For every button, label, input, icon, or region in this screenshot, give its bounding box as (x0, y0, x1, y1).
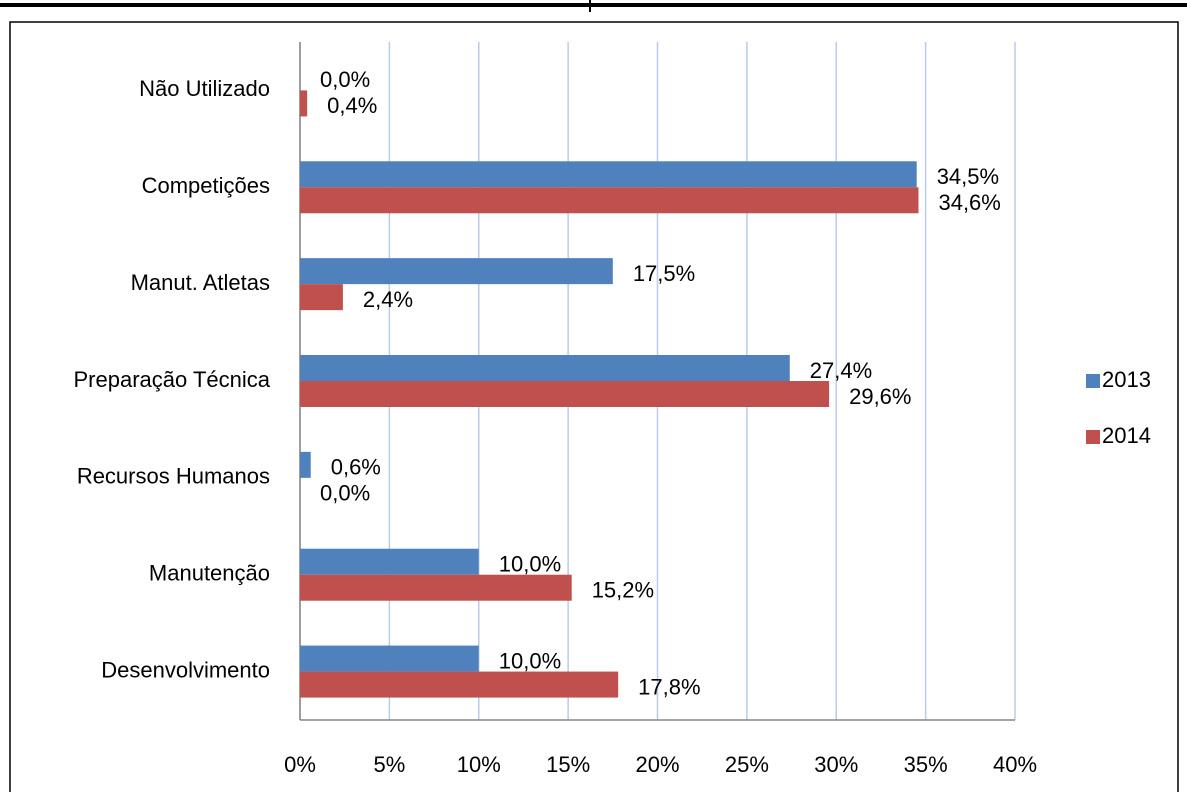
data-label: 15,2% (592, 578, 654, 603)
legend-label: 2013 (1102, 367, 1151, 392)
data-label: 17,8% (638, 674, 700, 699)
data-label: 0,6% (331, 455, 381, 480)
data-label: 0,0% (320, 67, 370, 92)
bar (300, 548, 479, 575)
legend-swatch (1086, 430, 1100, 444)
x-tick-label: 30% (814, 752, 858, 777)
y-tick-label: Manutenção (149, 561, 270, 586)
x-tick-label: 10% (457, 752, 501, 777)
data-label: 0,4% (327, 93, 377, 118)
data-label: 2,4% (363, 287, 413, 312)
y-tick-label: Preparação Técnica (74, 367, 271, 392)
data-label: 17,5% (633, 261, 695, 286)
x-tick-label: 15% (546, 752, 590, 777)
y-tick-label: Manut. Atletas (131, 270, 270, 295)
chart-frame (9, 21, 1179, 797)
x-tick-label: 40% (993, 752, 1037, 777)
bar (300, 645, 479, 672)
x-tick-label: 5% (373, 752, 405, 777)
x-tick-label: 25% (725, 752, 769, 777)
x-tick-label: 0% (284, 752, 316, 777)
bar (300, 187, 919, 214)
bar (300, 284, 343, 311)
data-label: 10,0% (499, 648, 561, 673)
y-tick-label: Não Utilizado (139, 76, 270, 101)
data-label: 0,0% (320, 481, 370, 506)
bar (300, 161, 917, 188)
legend-label: 2014 (1102, 423, 1151, 448)
data-label: 34,6% (938, 190, 1000, 215)
bar (300, 671, 619, 698)
bar (300, 451, 311, 478)
data-label: 27,4% (810, 358, 872, 383)
data-label: 34,5% (937, 164, 999, 189)
bar (300, 574, 572, 601)
legend-swatch (1086, 374, 1100, 388)
bar (300, 381, 830, 407)
data-label: 10,0% (499, 552, 561, 577)
data-label: 29,6% (849, 384, 911, 409)
y-tick-label: Competições (142, 173, 270, 198)
y-tick-label: Recursos Humanos (77, 464, 270, 489)
y-tick-label: Desenvolvimento (101, 657, 270, 682)
x-tick-label: 35% (904, 752, 948, 777)
bar (300, 258, 613, 285)
x-tick-label: 20% (635, 752, 679, 777)
bar (300, 355, 790, 381)
bar (300, 90, 308, 117)
